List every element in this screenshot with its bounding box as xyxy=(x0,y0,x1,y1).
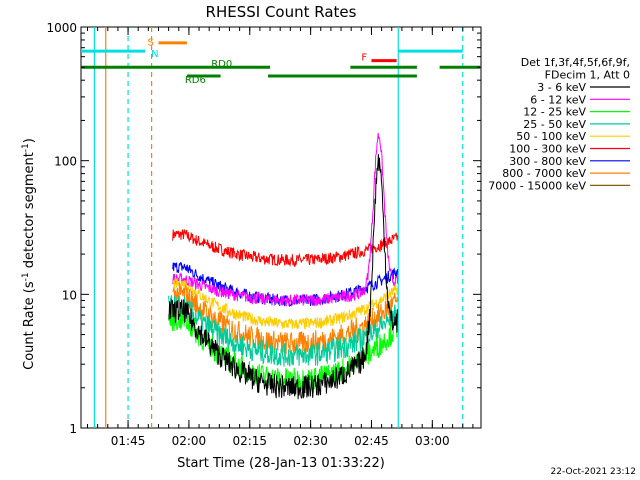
y-axis-label-sup: -1 xyxy=(21,143,31,152)
x-tick-label: 01:45 xyxy=(111,434,146,448)
x-tick-label: 02:45 xyxy=(354,434,389,448)
footer-timestamp: 22-Oct-2021 23:12 xyxy=(551,467,636,477)
legend-entry: 12 - 25 keV xyxy=(523,106,586,119)
y-tick-label: 1000 xyxy=(46,21,77,35)
legend-entry: 7000 - 15000 keV xyxy=(488,179,586,192)
legend-header: FDecim 1, Att 0 xyxy=(545,69,630,82)
y-axis-label-part: detector segment xyxy=(22,152,37,272)
plot-frame xyxy=(80,26,482,429)
legend-entry: 25 - 50 keV xyxy=(523,118,586,131)
x-axis-label: Start Time (28-Jan-13 01:33:22) xyxy=(177,456,385,471)
legend-entry: 100 - 300 keV xyxy=(509,143,586,156)
series-line xyxy=(172,132,399,307)
series-line xyxy=(172,282,399,355)
status-label: F xyxy=(361,53,367,64)
legend-header: Det 1f,3f,4f,5f,6f,9f, xyxy=(521,56,630,69)
y-axis-label-part: Count Rate (s xyxy=(22,281,37,370)
y-axis-label: Count Rate (s-1 detector segment-1) xyxy=(21,138,37,370)
legend: Det 1f,3f,4f,5f,6f,9f,FDecim 1, Att 03 -… xyxy=(488,56,630,192)
y-tick-label: 1 xyxy=(69,422,77,436)
plot-area: SN RD0 RD6 F 1 10 100 1000 01:45 02:00 02:15 02:30 0… xyxy=(46,21,482,448)
status-label: RD0 xyxy=(211,59,232,70)
y-axis-label-sup: -1 xyxy=(21,272,31,281)
series-line xyxy=(172,229,399,267)
legend-entry: 3 - 6 keV xyxy=(537,81,586,94)
x-tick-label: 02:00 xyxy=(172,434,207,448)
status-label: RD6 xyxy=(185,75,206,86)
legend-entry: 50 - 100 keV xyxy=(516,130,586,143)
status-label: S xyxy=(148,38,154,49)
y-axis-label-part: ) xyxy=(22,138,37,143)
legend-entry: 300 - 800 keV xyxy=(509,155,586,168)
x-tick-label: 03:00 xyxy=(415,434,450,448)
status-label: N xyxy=(151,49,158,60)
chart-title: RHESSI Count Rates xyxy=(206,3,357,21)
series-line xyxy=(168,295,398,367)
y-tick-label: 100 xyxy=(54,155,77,169)
x-tick-label: 02:30 xyxy=(293,434,328,448)
x-tick-label: 02:15 xyxy=(232,434,267,448)
y-tick-label: 10 xyxy=(62,288,77,302)
legend-entry: 800 - 7000 keV xyxy=(502,167,586,180)
legend-entry: 6 - 12 keV xyxy=(530,93,586,106)
series-line xyxy=(168,154,398,400)
